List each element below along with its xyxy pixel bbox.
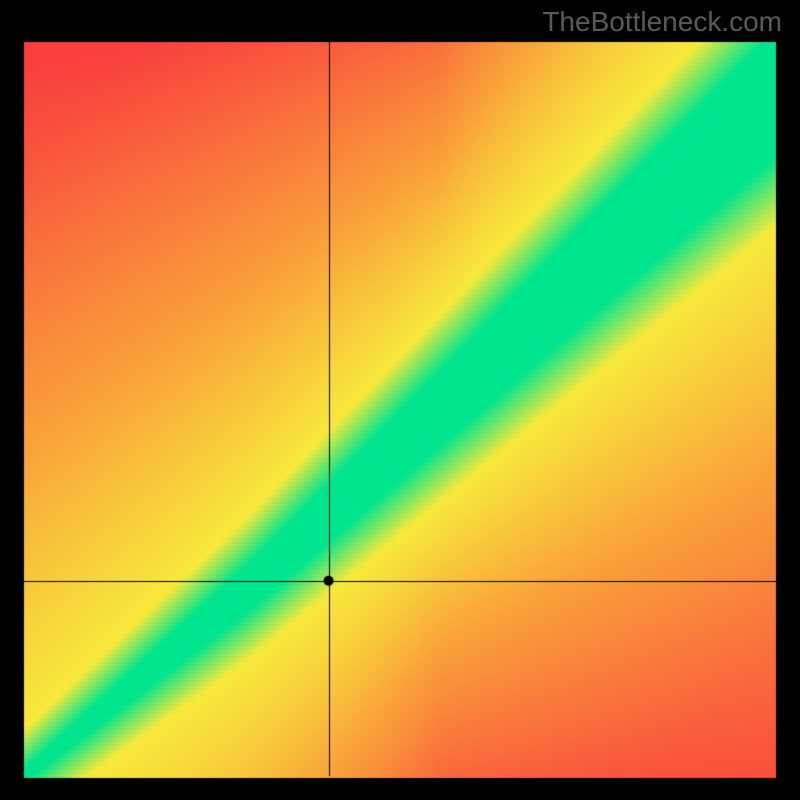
watermark-text: TheBottleneck.com [542, 6, 782, 38]
chart-container: TheBottleneck.com [0, 0, 800, 800]
heatmap-canvas [0, 0, 800, 800]
